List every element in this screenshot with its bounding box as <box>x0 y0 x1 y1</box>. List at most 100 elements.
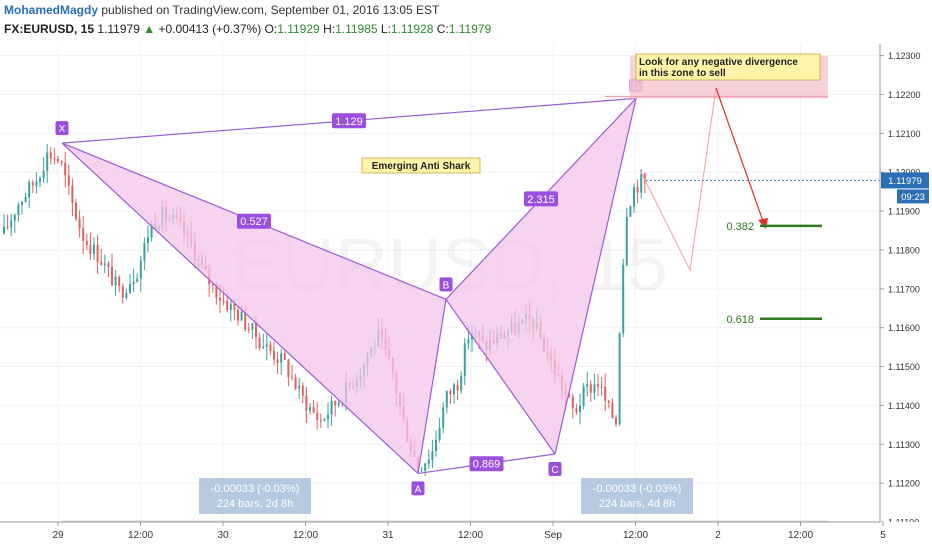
candle-body <box>615 417 617 425</box>
pattern-name: Emerging Anti Shark <box>372 161 471 172</box>
point-label-c-text: C <box>551 465 558 476</box>
zone-note-text: Look for any negative divergence in this … <box>639 57 798 79</box>
candle-body <box>636 187 639 193</box>
candle-body <box>251 323 254 330</box>
candle-body <box>276 359 279 363</box>
point-label-c[interactable] <box>548 461 562 476</box>
ratio-label-box[interactable] <box>237 213 271 229</box>
candle-body <box>611 402 614 418</box>
x-tick-label: 12:00 <box>623 530 648 541</box>
time-axis[interactable]: 29 12:00 30 12:00 31 12:00 Sep 12:00 2 12:00 5 <box>0 520 932 550</box>
candle-body <box>582 386 585 406</box>
candle-body <box>589 384 592 393</box>
x-tick-label: 12:00 <box>128 530 153 541</box>
ratio-label-box[interactable] <box>524 191 558 207</box>
x-tick-label: 29 <box>52 530 64 541</box>
candle-body <box>633 187 635 207</box>
time-axis-bg[interactable] <box>0 522 932 550</box>
point-label-b[interactable] <box>439 277 453 292</box>
price-axis[interactable]: 1.111001.112001.113001.114001.115001.116… <box>879 44 932 528</box>
pattern-leg[interactable] <box>417 299 447 474</box>
candle-body <box>143 242 146 261</box>
candle-body <box>301 385 304 396</box>
candle-body <box>211 284 214 286</box>
candle-body <box>629 206 632 217</box>
candle-body <box>262 347 265 349</box>
candle-body <box>28 182 31 197</box>
pattern-leg[interactable] <box>554 98 637 455</box>
x-tick-label: 12:00 <box>293 530 318 541</box>
candle-body <box>600 386 603 388</box>
candle-body <box>215 284 218 299</box>
candle-body <box>42 170 45 179</box>
candle-body <box>568 393 571 397</box>
x-tick-label: 30 <box>217 530 229 541</box>
candle-body <box>240 311 243 321</box>
close-label: C: <box>436 22 449 36</box>
candle-body <box>312 406 315 413</box>
y-tick-label: 1.11200 <box>888 479 920 489</box>
candle-body <box>150 223 153 238</box>
symbol-label[interactable]: FX:EURUSD, 15 <box>4 22 95 36</box>
candle-body <box>269 344 272 351</box>
low-value: 1.11928 <box>390 22 434 36</box>
ohlc-line: FX:EURUSD, 15 1.11979 ▲ +0.00413 (+0.37%… <box>4 22 491 36</box>
last-price: 1.11979 <box>97 22 140 36</box>
candle-body <box>579 405 581 413</box>
candle-body <box>607 400 610 403</box>
candle-body <box>75 202 77 219</box>
pattern-triangle-xab[interactable] <box>62 143 446 474</box>
candle-body <box>100 262 103 265</box>
candle-body <box>643 173 646 182</box>
last-price-tag-text: 1.11979 <box>888 176 922 187</box>
candle-body <box>463 343 466 377</box>
candle-body <box>21 201 23 205</box>
price-axis-bg[interactable] <box>880 44 932 522</box>
last-price-tag <box>881 172 929 189</box>
measure-bars: 224 bars, 2d 8h <box>217 498 293 510</box>
candle-body <box>442 407 445 428</box>
candle-body <box>96 244 99 263</box>
y-tick-label: 1.11300 <box>888 440 920 450</box>
candle-body <box>330 400 333 415</box>
candle-body <box>449 391 452 395</box>
candle-body <box>10 220 13 228</box>
candle-body <box>255 323 257 338</box>
countdown-text: 09:23 <box>901 192 925 203</box>
point-label-x[interactable] <box>55 121 69 136</box>
candle-body <box>132 281 135 285</box>
candle-body <box>89 245 92 255</box>
point-label-a[interactable] <box>411 481 425 496</box>
candle-body <box>6 226 9 228</box>
zone-note-box <box>635 53 821 81</box>
annotations: Look for any negative divergence in this … <box>199 53 880 514</box>
candle-body <box>593 384 596 393</box>
candle-body <box>3 226 5 234</box>
candle-body <box>64 162 67 176</box>
candle-body <box>46 152 49 171</box>
candle-body <box>222 300 225 302</box>
candle-body <box>93 244 95 255</box>
candle-body <box>431 451 434 460</box>
y-tick-label: 1.12300 <box>888 51 921 61</box>
published-text: published on TradingView.com, September … <box>101 3 440 17</box>
ratio-label-box[interactable] <box>332 113 366 129</box>
pattern-triangle-bcd[interactable] <box>446 98 636 454</box>
point-label-b-text: B <box>443 280 450 291</box>
candle-body <box>85 240 88 246</box>
x-tick-label: 2 <box>715 530 721 541</box>
y-tick-label: 1.11600 <box>888 323 920 333</box>
ratio-label-box[interactable] <box>469 456 504 472</box>
candle-body <box>334 400 337 406</box>
pattern-leg[interactable] <box>61 142 419 474</box>
candle-body <box>467 338 470 344</box>
author-link[interactable]: MohamedMagdy <box>4 3 99 17</box>
candle-body <box>60 161 63 163</box>
low-label: L: <box>380 22 391 36</box>
pattern-leg[interactable] <box>445 298 556 455</box>
y-tick-label: 1.12200 <box>888 90 921 100</box>
candle-body <box>111 266 113 286</box>
candle-body <box>316 412 319 421</box>
candle-body <box>597 384 599 387</box>
